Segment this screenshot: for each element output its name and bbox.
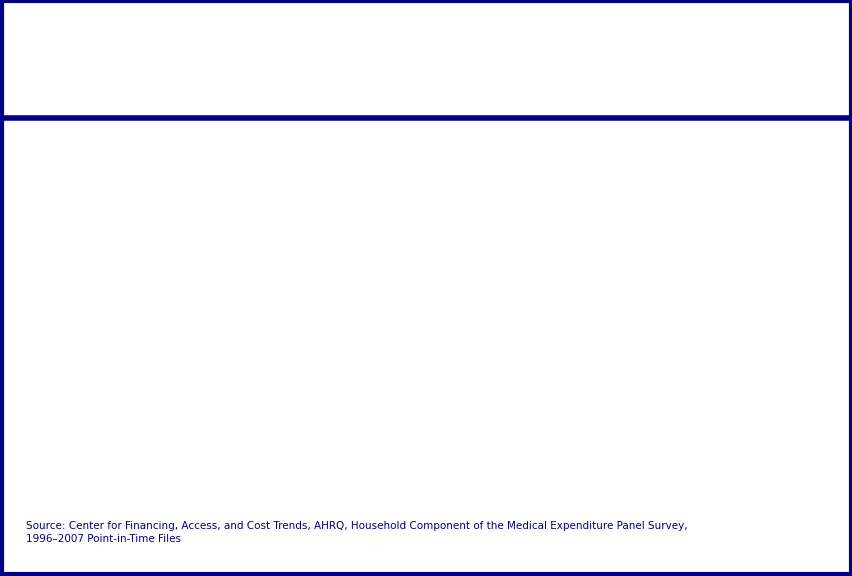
- Text: 16.6: 16.6: [349, 389, 375, 399]
- Text: 30.1: 30.1: [651, 300, 676, 310]
- Text: AHRQ: AHRQ: [80, 26, 143, 45]
- Text: 19.7: 19.7: [290, 369, 315, 379]
- Text: 14.5: 14.5: [169, 403, 194, 413]
- Text: 25.9: 25.9: [531, 328, 556, 338]
- Text: 18.2: 18.2: [290, 378, 315, 389]
- Text: 26.2: 26.2: [108, 295, 135, 305]
- Text: 32.5: 32.5: [711, 284, 737, 294]
- Text: 32.1: 32.1: [470, 256, 496, 266]
- Text: 27.4: 27.4: [590, 318, 617, 328]
- Text: 25.8: 25.8: [169, 328, 194, 338]
- Text: 34.1: 34.1: [651, 274, 676, 283]
- Text: 39.4: 39.4: [651, 207, 676, 217]
- Text: 31.1: 31.1: [771, 293, 797, 303]
- Text: 29.8: 29.8: [711, 302, 737, 312]
- Text: Advancing: Advancing: [91, 63, 131, 72]
- Text: 22.6: 22.6: [530, 350, 556, 359]
- Text: 39.9: 39.9: [711, 204, 737, 214]
- Text: Figure 3. Percentage of children under 18
years with public only health insuranc: Figure 3. Percentage of children under 1…: [315, 18, 707, 89]
- Legend: Age 0-3, Age 4-6, Age 7-12, Age 13-17: Age 0-3, Age 4-6, Age 7-12, Age 13-17: [248, 102, 664, 125]
- Text: 16.0: 16.0: [470, 393, 496, 403]
- Bar: [9, 6, 55, 112]
- Text: 35.7: 35.7: [771, 263, 797, 273]
- Text: 24.0: 24.0: [590, 340, 616, 350]
- Text: 33.1: 33.1: [590, 280, 616, 290]
- Text: 31.1: 31.1: [470, 293, 496, 303]
- Text: 24.2: 24.2: [651, 339, 676, 349]
- Text: 26.4: 26.4: [711, 324, 737, 334]
- Y-axis label: Percentage: Percentage: [45, 282, 59, 360]
- Text: 20.8: 20.8: [108, 362, 135, 372]
- Text: 26.5: 26.5: [349, 324, 375, 334]
- Text: 26.6: 26.6: [470, 323, 496, 333]
- Text: 15.7: 15.7: [108, 395, 135, 406]
- Text: 24.4: 24.4: [229, 338, 255, 347]
- Text: 29.2: 29.2: [349, 275, 375, 285]
- Text: 25.6: 25.6: [410, 329, 435, 340]
- Text: 18.9: 18.9: [229, 374, 255, 384]
- Text: 36.9: 36.9: [590, 224, 616, 234]
- Text: 23.7: 23.7: [349, 342, 376, 353]
- Text: 25.4: 25.4: [289, 331, 315, 341]
- Text: 29.9: 29.9: [169, 270, 194, 281]
- Text: 24.3: 24.3: [108, 338, 135, 348]
- Text: Health Care: Health Care: [89, 89, 135, 98]
- Text: 28.1: 28.1: [290, 282, 315, 292]
- Text: 29.3: 29.3: [410, 274, 435, 285]
- Text: 28.2: 28.2: [229, 282, 255, 291]
- Text: Source: Center for Financing, Access, and Cost Trends, AHRQ, Household Component: Source: Center for Financing, Access, an…: [26, 521, 687, 544]
- Text: Excellence in: Excellence in: [87, 76, 136, 85]
- Text: 13.8: 13.8: [229, 408, 255, 418]
- Text: 26.8: 26.8: [771, 322, 797, 332]
- Text: 30.9: 30.9: [531, 294, 556, 305]
- Text: 34.0: 34.0: [530, 243, 556, 253]
- Text: 20.4: 20.4: [410, 364, 435, 374]
- Text: 19.0: 19.0: [169, 373, 194, 384]
- Text: 27.9: 27.9: [410, 314, 435, 324]
- Text: 41.0: 41.0: [771, 197, 797, 207]
